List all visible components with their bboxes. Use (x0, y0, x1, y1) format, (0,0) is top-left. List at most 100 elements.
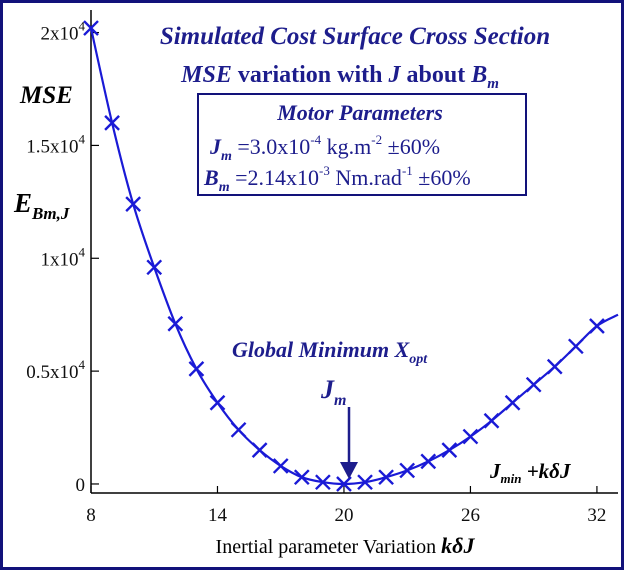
annotation-jm-sub: m (334, 392, 346, 409)
y-tick-label-exp: 4 (79, 131, 86, 146)
param-b-value: =2.14x10 (230, 165, 319, 190)
data-point-marker (525, 376, 542, 393)
subtitle-text-b: about (401, 62, 472, 88)
y-tick-label: 2x104 (41, 19, 86, 45)
marker-stroke (462, 428, 479, 445)
y-tick-label-base: 1.5x10 (26, 136, 78, 157)
parameter-jm-line: Jm =3.0x10-4 kg.m-2 ±60% (209, 132, 440, 164)
param-b-exp: -3 (319, 163, 330, 178)
parameter-box-heading: Motor Parameters (276, 100, 443, 125)
x-note-rest: +kδJ (521, 459, 571, 483)
subtitle-j: J (388, 62, 402, 88)
x-note-sym: J (489, 459, 502, 483)
subtitle-mse: MSE (180, 62, 232, 88)
annotation-jm: Jm (320, 375, 346, 409)
x-note-sub: min (501, 471, 522, 486)
x-tick-label: 26 (461, 505, 480, 526)
annotation-global-sub: opt (409, 352, 428, 367)
annotation-arrow-head (340, 462, 358, 479)
annotation-jm-sym: J (320, 375, 335, 404)
y-tick-label: 0.5x104 (26, 357, 85, 383)
marker-stroke (420, 453, 437, 470)
data-point-marker (483, 412, 500, 429)
data-point-marker (188, 361, 205, 377)
param-j-sub: m (221, 149, 232, 164)
annotation-global-text: Global Minimum X (232, 337, 411, 362)
marker-stroke (125, 196, 142, 212)
y-tick-label-base: 1x10 (41, 249, 79, 270)
data-point-marker (589, 318, 605, 334)
data-point-marker (357, 474, 373, 491)
marker-stroke (167, 315, 184, 332)
param-j-unit-exp: -2 (371, 132, 382, 147)
marker-stroke (146, 259, 163, 276)
y-tick-label-base: 2x10 (41, 24, 79, 45)
data-point-marker (315, 474, 331, 491)
data-point-marker (83, 20, 99, 36)
x-tick-label: 20 (334, 505, 353, 526)
param-j-exp: -4 (310, 132, 321, 147)
y-tick-label-exp: 4 (79, 357, 86, 372)
marker-stroke (251, 442, 268, 458)
y-axis-label-mse: MSE (19, 82, 73, 109)
marker-stroke (104, 115, 120, 131)
x-axis-label-text: Inertial parameter Variation (216, 536, 442, 558)
data-point-marker (251, 442, 268, 458)
data-point-marker (209, 394, 226, 411)
y-tick-group (91, 31, 99, 485)
marker-stroke (315, 474, 331, 491)
marker-stroke (188, 361, 205, 377)
y-tick-label: 0 (76, 475, 86, 496)
marker-stroke (209, 394, 226, 411)
x-axis-label-italic: kδJ (441, 533, 475, 558)
param-b-unit-exp: -1 (402, 163, 413, 178)
y-tick-label-base: 0.5x10 (26, 362, 78, 383)
marker-stroke (567, 338, 584, 355)
param-j-sym: J (209, 134, 222, 159)
x-tick-label-group: 8 14 20 26 32 (86, 505, 606, 526)
y-axis-label-e: EBm,J (13, 188, 70, 223)
data-point-marker (104, 115, 120, 131)
marker-stroke (483, 412, 500, 429)
param-j-unit: kg.m (321, 134, 371, 159)
marker-stroke (546, 358, 563, 375)
param-b-sym: B (203, 165, 219, 190)
marker-stroke (272, 458, 289, 474)
param-b-unit: Nm.rad (330, 165, 402, 190)
x-tick-label: 14 (208, 505, 228, 526)
x-axis-label: Inertial parameter Variation kδJ (216, 533, 476, 558)
y-tick-label-base: 0 (76, 475, 86, 496)
marker-stroke (230, 421, 247, 438)
marker-stroke (504, 394, 521, 411)
x-tick-group (90, 486, 598, 493)
data-point-marker (546, 358, 563, 375)
marker-stroke (441, 442, 458, 458)
subtitle-b: B (470, 62, 487, 88)
param-j-value: =3.0x10 (232, 134, 310, 159)
chart-subtitle: MSE variation with J about Bm (180, 62, 499, 92)
param-b-sub: m (219, 180, 230, 195)
data-point-marker (504, 394, 521, 411)
y-tick-label-exp: 4 (79, 244, 86, 259)
data-point-marker (336, 476, 352, 492)
data-point-marker (462, 428, 479, 445)
data-point-marker (378, 469, 394, 486)
data-point-marker (399, 462, 416, 479)
parameter-bm-line: Bm =2.14x10-3 Nm.rad-1 ±60% (203, 163, 471, 195)
y-label-e-sym: E (13, 188, 32, 218)
y-tick-label: 1x104 (41, 244, 86, 270)
marker-stroke (589, 318, 605, 334)
marker-stroke (293, 469, 310, 486)
marker-stroke (378, 469, 394, 486)
data-point-marker (272, 458, 289, 474)
x-tick-label: 8 (86, 505, 96, 526)
subtitle-text-a: variation with (232, 62, 389, 88)
data-point-marker (146, 259, 163, 276)
chart-title: Simulated Cost Surface Cross Section (160, 23, 550, 50)
marker-stroke (357, 474, 373, 491)
data-point-marker (293, 469, 310, 486)
marker-stroke (336, 476, 352, 492)
marker-group (83, 20, 605, 492)
